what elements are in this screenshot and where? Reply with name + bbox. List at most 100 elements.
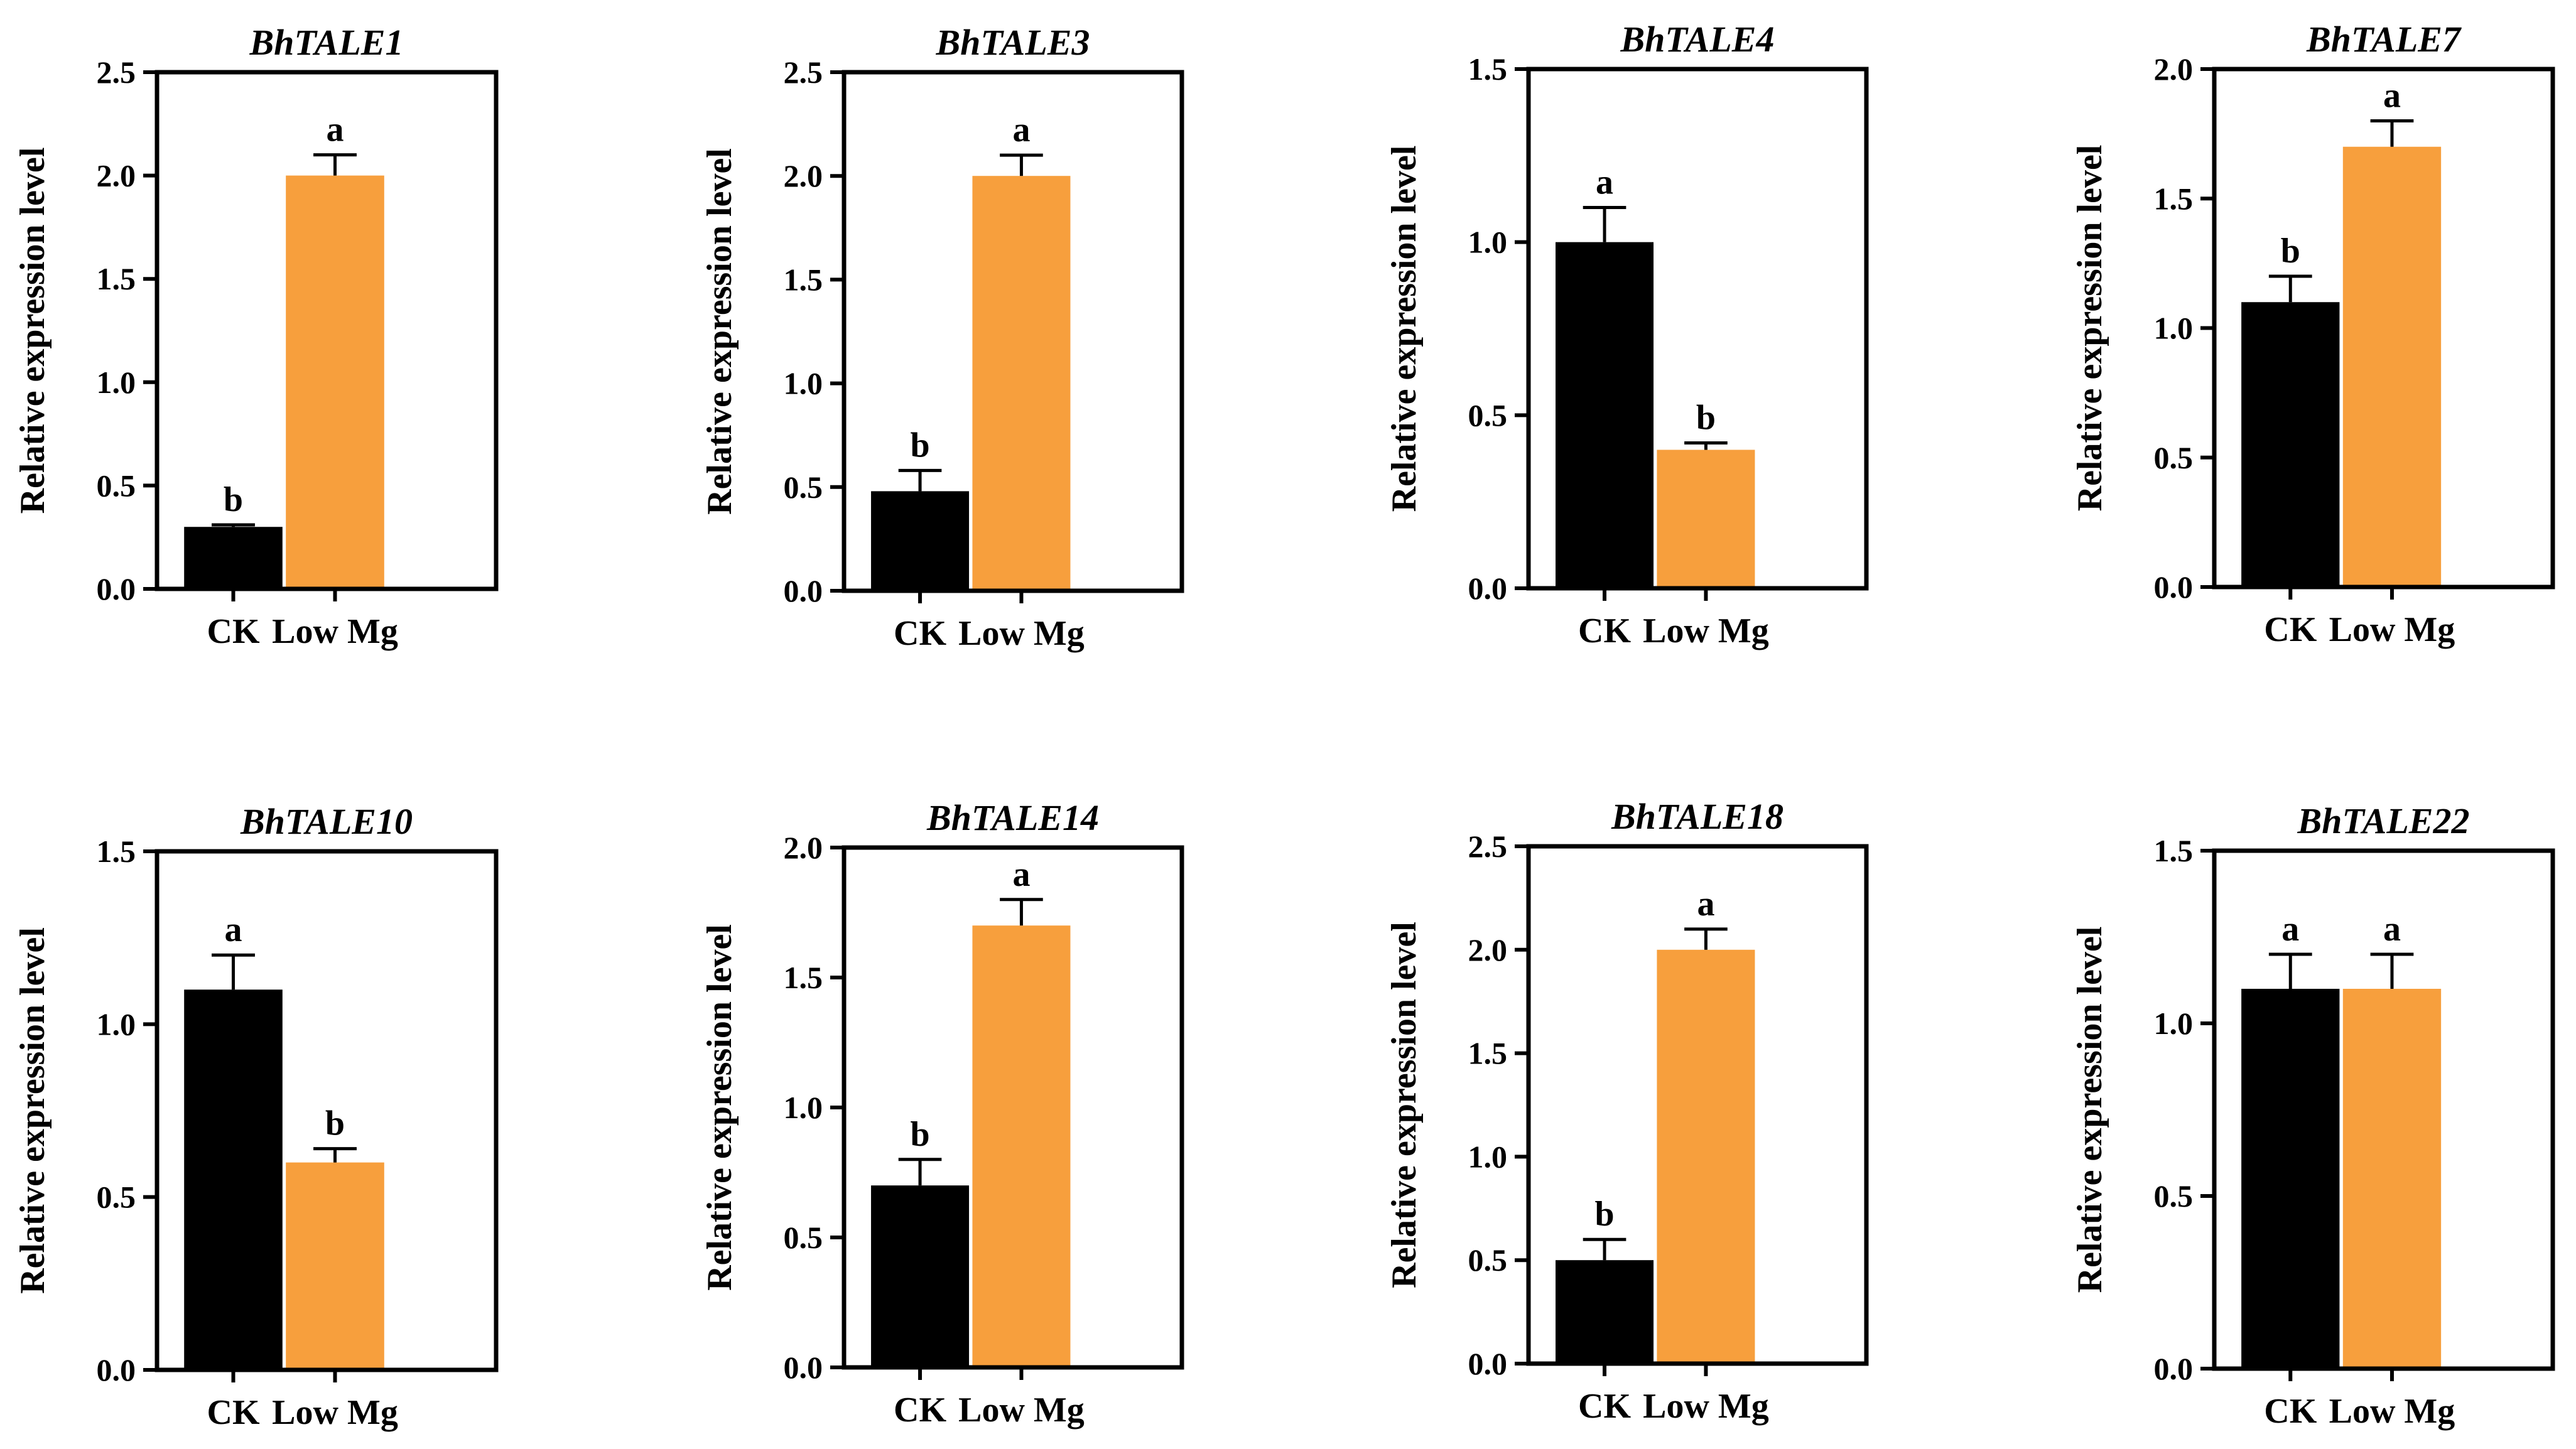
bar-ck[interactable] [871, 491, 970, 591]
plot-frame [154, 849, 499, 1372]
bar-ck[interactable] [1556, 242, 1654, 589]
y-tick-label: 0.0 [784, 1350, 823, 1385]
bar-low-mg[interactable] [2342, 146, 2442, 587]
y-tick-label: 2.0 [1468, 932, 1508, 967]
plot-frame [842, 845, 1184, 1370]
y-tick-label: 0.0 [1468, 1346, 1508, 1381]
significance-letter: b [224, 480, 243, 519]
x-category-label: CK [207, 612, 260, 651]
plot-frame [1526, 67, 1869, 591]
significance-letter: a [2281, 910, 2299, 949]
y-tick-label: 2.0 [97, 158, 136, 193]
y-tick-label: 0.0 [2154, 1351, 2194, 1386]
x-category-label: Low Mg [1643, 611, 1769, 650]
y-tick-label: 0.5 [2154, 440, 2194, 475]
plot-frame [2212, 67, 2555, 590]
x-category-label: Low Mg [2329, 610, 2455, 649]
y-axis-label: Relative expression level [2070, 145, 2109, 512]
y-tick-label: 0.5 [784, 470, 823, 505]
y-tick-label: 1.5 [97, 834, 136, 869]
panel-title: BhTALE7 [2306, 19, 2462, 60]
y-tick-label: 0.0 [784, 573, 823, 608]
bar-ck[interactable] [1556, 1260, 1654, 1364]
panel-title: BhTALE22 [2297, 800, 2470, 841]
significance-letter: a [1697, 885, 1714, 924]
chart-panel-6: BhTALE14 Relative expression level 0.0 0.5 1… [700, 797, 1184, 1430]
y-tick-label: 0.5 [1468, 1242, 1508, 1278]
significance-letter: b [910, 426, 929, 465]
y-tick-label: 1.5 [784, 262, 823, 297]
bar-low-mg[interactable] [2342, 989, 2442, 1369]
y-tick-label: 0.0 [2154, 569, 2194, 605]
significance-letter: b [1594, 1195, 1614, 1234]
significance-letter: a [1012, 110, 1030, 149]
bar-low-mg[interactable] [1657, 450, 1755, 588]
chart-panel-5: BhTALE10 Relative expression level 0.0 0.5 1… [13, 801, 499, 1432]
y-tick-label: 1.0 [1468, 225, 1508, 260]
y-tick-label: 0.0 [97, 1352, 136, 1387]
bar-low-mg[interactable] [286, 1162, 384, 1370]
x-category-label: Low Mg [958, 1391, 1085, 1430]
y-tick-label: 1.0 [97, 365, 136, 400]
significance-letter: a [327, 110, 344, 149]
y-axis-label: Relative expression level [1385, 922, 1424, 1288]
y-tick-label: 0.5 [2154, 1178, 2194, 1214]
x-category-label: Low Mg [1643, 1387, 1769, 1426]
significance-letter: a [2383, 77, 2401, 116]
y-tick-label: 0.5 [784, 1220, 823, 1255]
panel-title: BhTALE3 [936, 22, 1090, 63]
chart-panel-4: BhTALE7 Relative expression level 0.0 0.5 1.… [2070, 19, 2555, 649]
y-axis-label: Relative expression level [13, 148, 52, 514]
y-tick-label: 2.5 [97, 55, 136, 90]
x-category-label: CK [207, 1393, 260, 1432]
chart-panel-2: BhTALE3 Relative expression level 0.0 0.5 1.… [700, 22, 1184, 653]
y-tick-label: 1.5 [97, 261, 136, 296]
y-tick-label: 2.0 [784, 830, 823, 865]
bar-low-mg[interactable] [972, 925, 1071, 1367]
bar-low-mg[interactable] [972, 176, 1071, 591]
x-category-label: Low Mg [958, 614, 1085, 653]
bar-ck[interactable] [2241, 302, 2340, 587]
plot-frame [154, 70, 499, 591]
y-tick-label: 1.0 [97, 1006, 136, 1042]
x-category-label: Low Mg [272, 1393, 398, 1432]
panel-title: BhTALE18 [1611, 796, 1783, 837]
panel-title: BhTALE1 [249, 22, 404, 63]
y-tick-label: 1.0 [2154, 1006, 2194, 1041]
y-tick-label: 0.5 [97, 1180, 136, 1215]
bar-low-mg[interactable] [286, 175, 384, 590]
y-tick-label: 2.0 [784, 158, 823, 193]
y-axis-label: Relative expression level [700, 924, 739, 1291]
significance-letter: b [1696, 398, 1716, 437]
y-tick-label: 1.5 [1468, 51, 1508, 87]
y-axis-label: Relative expression level [700, 148, 739, 515]
bar-low-mg[interactable] [1657, 949, 1755, 1364]
y-tick-label: 0.5 [1468, 397, 1508, 433]
chart-panel-3: BhTALE4 Relative expression level 0.0 0.5 1.… [1385, 19, 1869, 650]
significance-letter: a [225, 910, 242, 949]
y-tick-label: 0.0 [97, 571, 136, 606]
y-tick-label: 1.5 [784, 960, 823, 995]
x-category-label: CK [894, 614, 946, 653]
bar-ck[interactable] [184, 989, 283, 1370]
x-category-label: CK [2264, 1392, 2317, 1431]
panel-title: BhTALE4 [1620, 19, 1775, 60]
y-axis-label: Relative expression level [1385, 146, 1424, 512]
significance-letter: a [2383, 910, 2401, 949]
y-tick-label: 2.0 [2154, 51, 2194, 87]
x-category-label: CK [894, 1391, 946, 1430]
bar-ck[interactable] [184, 527, 283, 589]
x-category-label: CK [1578, 611, 1631, 650]
significance-letter: b [325, 1104, 345, 1143]
bar-ck[interactable] [871, 1185, 970, 1367]
x-category-label: CK [1578, 1387, 1631, 1426]
y-tick-label: 1.0 [784, 1090, 823, 1125]
x-category-label: CK [2264, 610, 2317, 649]
y-tick-label: 2.5 [784, 55, 823, 90]
bar-ck[interactable] [2241, 989, 2340, 1369]
x-category-label: Low Mg [272, 612, 398, 651]
y-tick-label: 1.0 [784, 366, 823, 401]
y-tick-label: 0.0 [1468, 571, 1508, 606]
plot-frame [842, 70, 1184, 593]
